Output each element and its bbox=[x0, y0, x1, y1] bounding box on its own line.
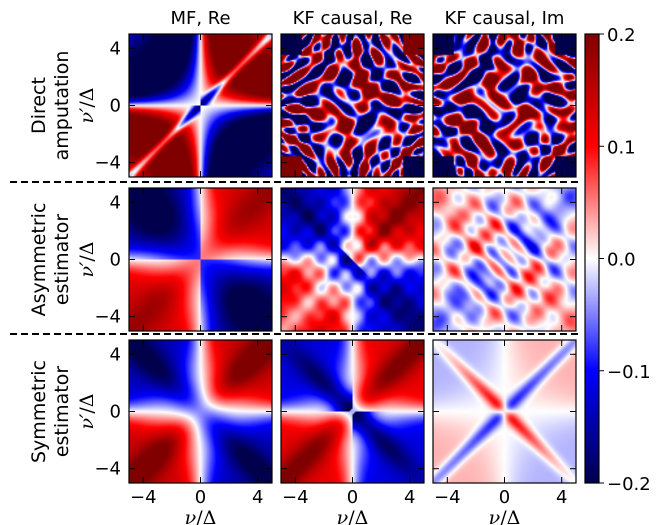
colorbar-tick-label: 0.1 bbox=[607, 137, 636, 158]
panel-symmetric-estimator-mf-re: −4 0 4 ν′/Δ −4 0 4 ν/Δ bbox=[76, 339, 273, 525]
column-title-2: KF causal, Re bbox=[293, 8, 413, 29]
y-axis-label: ν′/Δ bbox=[76, 87, 98, 123]
y-axis-label: ν′/Δ bbox=[76, 393, 98, 429]
heatmap-symmetric-estimator-kf-causal-re bbox=[281, 340, 424, 483]
x-tick-label: 4 bbox=[404, 487, 415, 508]
column-titles: MF, Re KF causal, Re KF causal, Im bbox=[170, 8, 564, 29]
x-axis-label: ν/Δ bbox=[185, 507, 217, 525]
heatmap-asymmetric-estimator-kf-causal-re bbox=[281, 188, 424, 331]
x-axis-label: ν/Δ bbox=[489, 507, 521, 525]
column-title-1: MF, Re bbox=[170, 8, 230, 29]
colorbar-tick-label: −0.1 bbox=[607, 362, 651, 383]
x-tick-label: 0 bbox=[195, 487, 206, 508]
row-label-asymmetric-estimator-line2: estimator bbox=[51, 214, 73, 306]
x-tick-label: −4 bbox=[282, 487, 309, 508]
x-tick-label: 0 bbox=[347, 487, 358, 508]
y-tick-label: −4 bbox=[94, 459, 121, 480]
panel-asymmetric-estimator-mf-re: −4 0 4 ν′/Δ bbox=[76, 187, 273, 332]
x-tick-label: 4 bbox=[556, 487, 567, 508]
x-tick-label: 0 bbox=[499, 487, 510, 508]
y-tick-label: 4 bbox=[110, 38, 121, 59]
x-tick-label: 4 bbox=[252, 487, 263, 508]
colorbar: 0.2 0.1 0.0 −0.1 −0.2 bbox=[584, 25, 651, 495]
panel-direct-amputation-mf-re: −4 0 4 ν′/Δ bbox=[76, 33, 273, 178]
x-tick-label: −4 bbox=[130, 487, 157, 508]
panel-direct-amputation-kf-causal-re bbox=[280, 33, 425, 178]
y-tick-label: 4 bbox=[110, 344, 121, 365]
row-label-symmetric-estimator-line2: estimator bbox=[51, 366, 73, 458]
heatmap-asymmetric-estimator-mf-re bbox=[129, 188, 272, 331]
y-tick-label: 0 bbox=[110, 250, 121, 271]
heatmap-symmetric-estimator-kf-causal-im bbox=[433, 340, 576, 483]
panel-asymmetric-estimator-kf-causal-re bbox=[280, 187, 425, 332]
row-label-symmetric-estimator-line1: Symmetric bbox=[28, 360, 50, 463]
y-tick-label: 4 bbox=[110, 192, 121, 213]
colorbar-gradient bbox=[584, 33, 600, 484]
y-axis-label: ν′/Δ bbox=[76, 241, 98, 277]
panel-symmetric-estimator-kf-causal-im: −4 0 4 ν/Δ bbox=[432, 339, 577, 525]
heatmap-asymmetric-estimator-kf-causal-im bbox=[433, 188, 576, 331]
y-tick-label: −4 bbox=[94, 153, 121, 174]
row-label-asymmetric-estimator-line1: Asymmetric bbox=[28, 203, 50, 317]
heatmap-direct-amputation-kf-causal-im bbox=[433, 34, 576, 177]
row-separators bbox=[10, 181, 580, 335]
colorbar-tick-label: 0.0 bbox=[607, 250, 636, 271]
row-label-direct-amputation-line1: Direct bbox=[28, 77, 50, 134]
heatmap-symmetric-estimator-mf-re bbox=[129, 340, 272, 483]
column-title-3: KF causal, Im bbox=[445, 8, 565, 29]
y-tick-label: 0 bbox=[110, 402, 121, 423]
x-axis-label: ν/Δ bbox=[337, 507, 369, 525]
x-tick-label: −4 bbox=[434, 487, 461, 508]
row-label-direct-amputation-line2: amputation bbox=[51, 51, 73, 161]
y-tick-label: −4 bbox=[94, 307, 121, 328]
colorbar-tick-label: 0.2 bbox=[607, 25, 636, 46]
panel-direct-amputation-kf-causal-im bbox=[432, 33, 577, 178]
colorbar-tick-label: −0.2 bbox=[607, 474, 651, 495]
panel-asymmetric-estimator-kf-causal-im bbox=[432, 187, 577, 332]
y-tick-label: 0 bbox=[110, 96, 121, 117]
panel-symmetric-estimator-kf-causal-re: −4 0 4 ν/Δ bbox=[280, 339, 425, 525]
heatmap-direct-amputation-mf-re bbox=[129, 34, 272, 177]
heatmap-direct-amputation-kf-causal-re bbox=[281, 34, 424, 177]
